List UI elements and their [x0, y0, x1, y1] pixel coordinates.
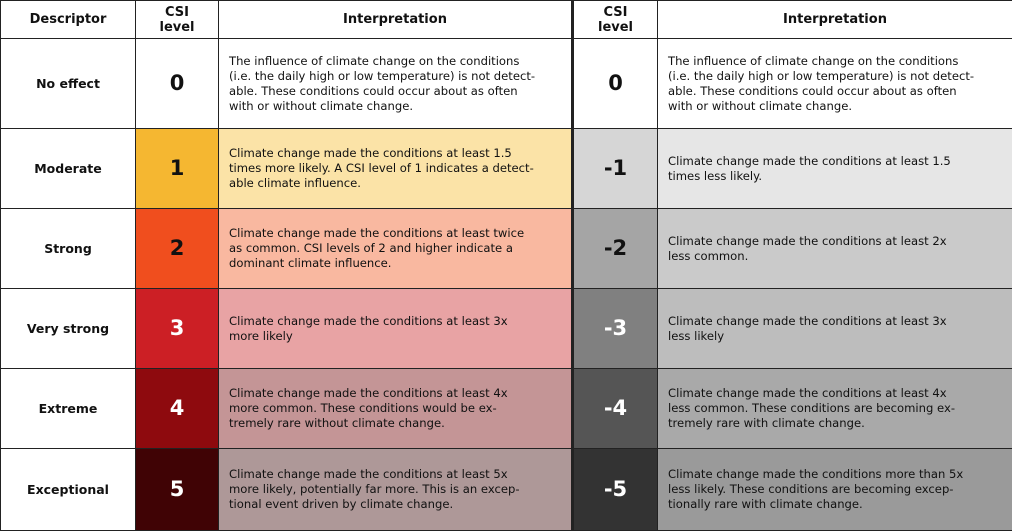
interpretation: Climate change made the conditions at le…: [218, 288, 574, 369]
descriptor: Extreme: [0, 368, 136, 449]
table-row: No effect 0 The influence of climate chang…: [0, 38, 1012, 129]
interpretation: The influence of climate change on the c…: [657, 38, 1012, 129]
csi-level: 2: [135, 208, 219, 289]
table-body: No effect 0 The influence of climate chang…: [0, 38, 1012, 531]
csi-level: -1: [572, 128, 658, 209]
interpretation: Climate change made the conditions at le…: [218, 128, 574, 209]
header-cell: CSI level: [135, 0, 219, 39]
table-row: Extreme 4 Climate change made the conditio…: [0, 368, 1012, 449]
interpretation: Climate change made the conditions at le…: [657, 208, 1012, 289]
csi-level: 0: [572, 38, 658, 129]
descriptor: Moderate: [0, 128, 136, 209]
csi-level: 3: [135, 288, 219, 369]
csi-level: 0: [135, 38, 219, 129]
header-cell: Interpretation: [657, 0, 1012, 39]
header-cell: CSI level: [572, 0, 658, 39]
csi-level: -2: [572, 208, 658, 289]
table-row: Moderate 1 Climate change made the conditi…: [0, 128, 1012, 209]
interpretation: Climate change made the conditions at le…: [657, 288, 1012, 369]
csi-level: -4: [572, 368, 658, 449]
descriptor: Very strong: [0, 288, 136, 369]
csi-level: -3: [572, 288, 658, 369]
interpretation: Climate change made the conditions at le…: [657, 368, 1012, 449]
interpretation: Climate change made the conditions more …: [657, 448, 1012, 531]
csi-level: 4: [135, 368, 219, 449]
csi-level: 5: [135, 448, 219, 531]
table-row: Very strong 3 Climate change made the cond…: [0, 288, 1012, 369]
interpretation: Climate change made the conditions at le…: [657, 128, 1012, 209]
interpretation: The influence of climate change on the c…: [218, 38, 574, 129]
table-row: Strong 2 Climate change made the condition…: [0, 208, 1012, 289]
descriptor: Strong: [0, 208, 136, 289]
interpretation: Climate change made the conditions at le…: [218, 368, 574, 449]
table-row: Exceptional 5 Climate change made the cond…: [0, 448, 1012, 531]
header-cell: Descriptor: [0, 0, 136, 39]
csi-level: -5: [572, 448, 658, 531]
header-row: Descriptor CSI level Interpretation CSI lev…: [0, 0, 1012, 39]
header-cell: Interpretation: [218, 0, 574, 39]
interpretation: Climate change made the conditions at le…: [218, 208, 574, 289]
descriptor: Exceptional: [0, 448, 136, 531]
interpretation: Climate change made the conditions at le…: [218, 448, 574, 531]
csi-level: 1: [135, 128, 219, 209]
descriptor: No effect: [0, 38, 136, 129]
